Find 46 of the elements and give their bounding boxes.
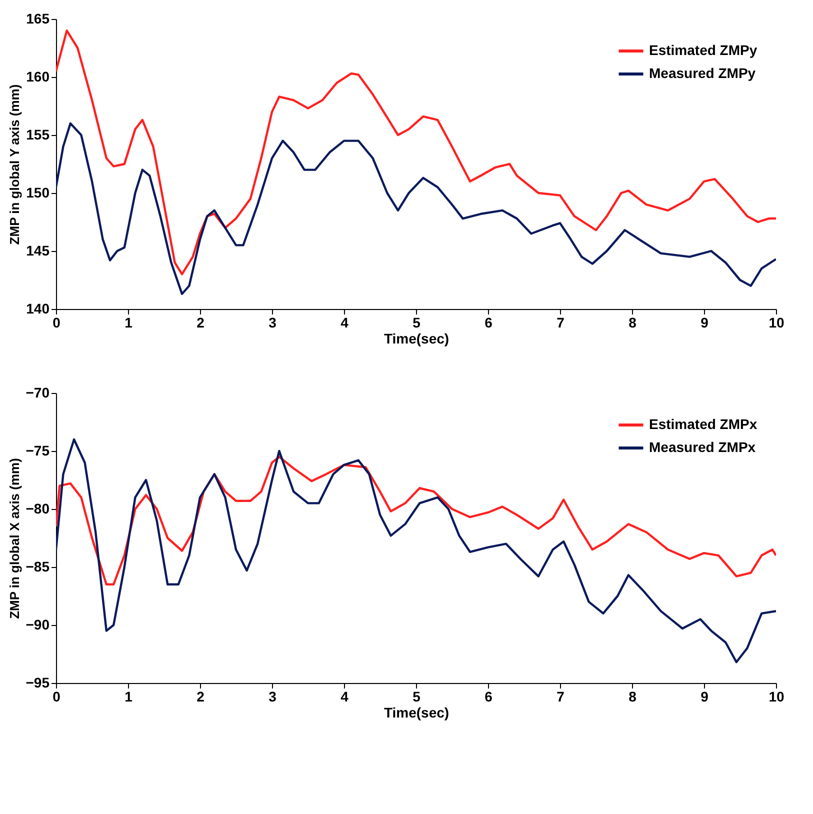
y-tick-label: −90 — [26, 616, 50, 632]
y-tick-label: −75 — [26, 442, 50, 458]
x-axis-title: Time(sec) — [384, 330, 450, 346]
y-axis-title: ZMP in global Y axis (mm) — [7, 84, 22, 245]
x-tick-label: 10 — [768, 688, 784, 704]
line-series — [56, 438, 776, 664]
y-axis-title: ZMP in global X axis (mm) — [6, 458, 22, 619]
x-tick-label: 6 — [484, 688, 493, 704]
y-tick-label: 150 — [26, 184, 50, 200]
x-tick-label: 2 — [196, 688, 205, 704]
legend-label: Estimated ZMPx — [649, 416, 758, 432]
y-tick-label: −70 — [26, 384, 50, 400]
line-series — [56, 456, 776, 586]
y-tick-label: 155 — [26, 126, 50, 142]
y-tick-label: 160 — [26, 68, 50, 84]
x-tick-label: 3 — [268, 688, 277, 704]
legend-label: Measured ZMPy — [649, 65, 756, 81]
x-tick-label: 10 — [768, 314, 784, 330]
x-tick-label: 8 — [628, 688, 637, 704]
y-tick-label: −95 — [26, 674, 50, 690]
x-tick-label: 1 — [124, 314, 133, 330]
line-series — [56, 122, 776, 296]
x-tick-label: 6 — [484, 314, 493, 330]
x-tick-label: 9 — [700, 688, 709, 704]
x-tick-label: 7 — [556, 688, 565, 704]
x-tick-label: 1 — [124, 688, 133, 704]
y-tick-label: −85 — [26, 558, 50, 574]
x-tick-label: 9 — [700, 314, 709, 330]
y-tick-label: 140 — [26, 300, 50, 316]
y-tick-label: −80 — [26, 500, 50, 516]
legend-label: Estimated ZMPy — [649, 42, 758, 58]
legend-label: Measured ZMPx — [649, 439, 756, 455]
line-series — [56, 30, 776, 276]
y-tick-label: 145 — [26, 242, 50, 258]
x-tick-label: 2 — [196, 314, 205, 330]
x-tick-label: 7 — [556, 314, 565, 330]
x-tick-label: 3 — [268, 314, 277, 330]
x-axis-title: Time(sec) — [384, 704, 450, 720]
x-tick-label: 0 — [52, 688, 61, 704]
x-tick-label: 5 — [412, 688, 421, 704]
x-tick-label: 8 — [628, 314, 637, 330]
y-tick-label: 165 — [26, 10, 50, 26]
x-tick-label: 0 — [52, 314, 61, 330]
x-tick-label: 5 — [412, 314, 421, 330]
x-tick-label: 4 — [340, 314, 349, 330]
x-tick-label: 4 — [340, 688, 349, 704]
